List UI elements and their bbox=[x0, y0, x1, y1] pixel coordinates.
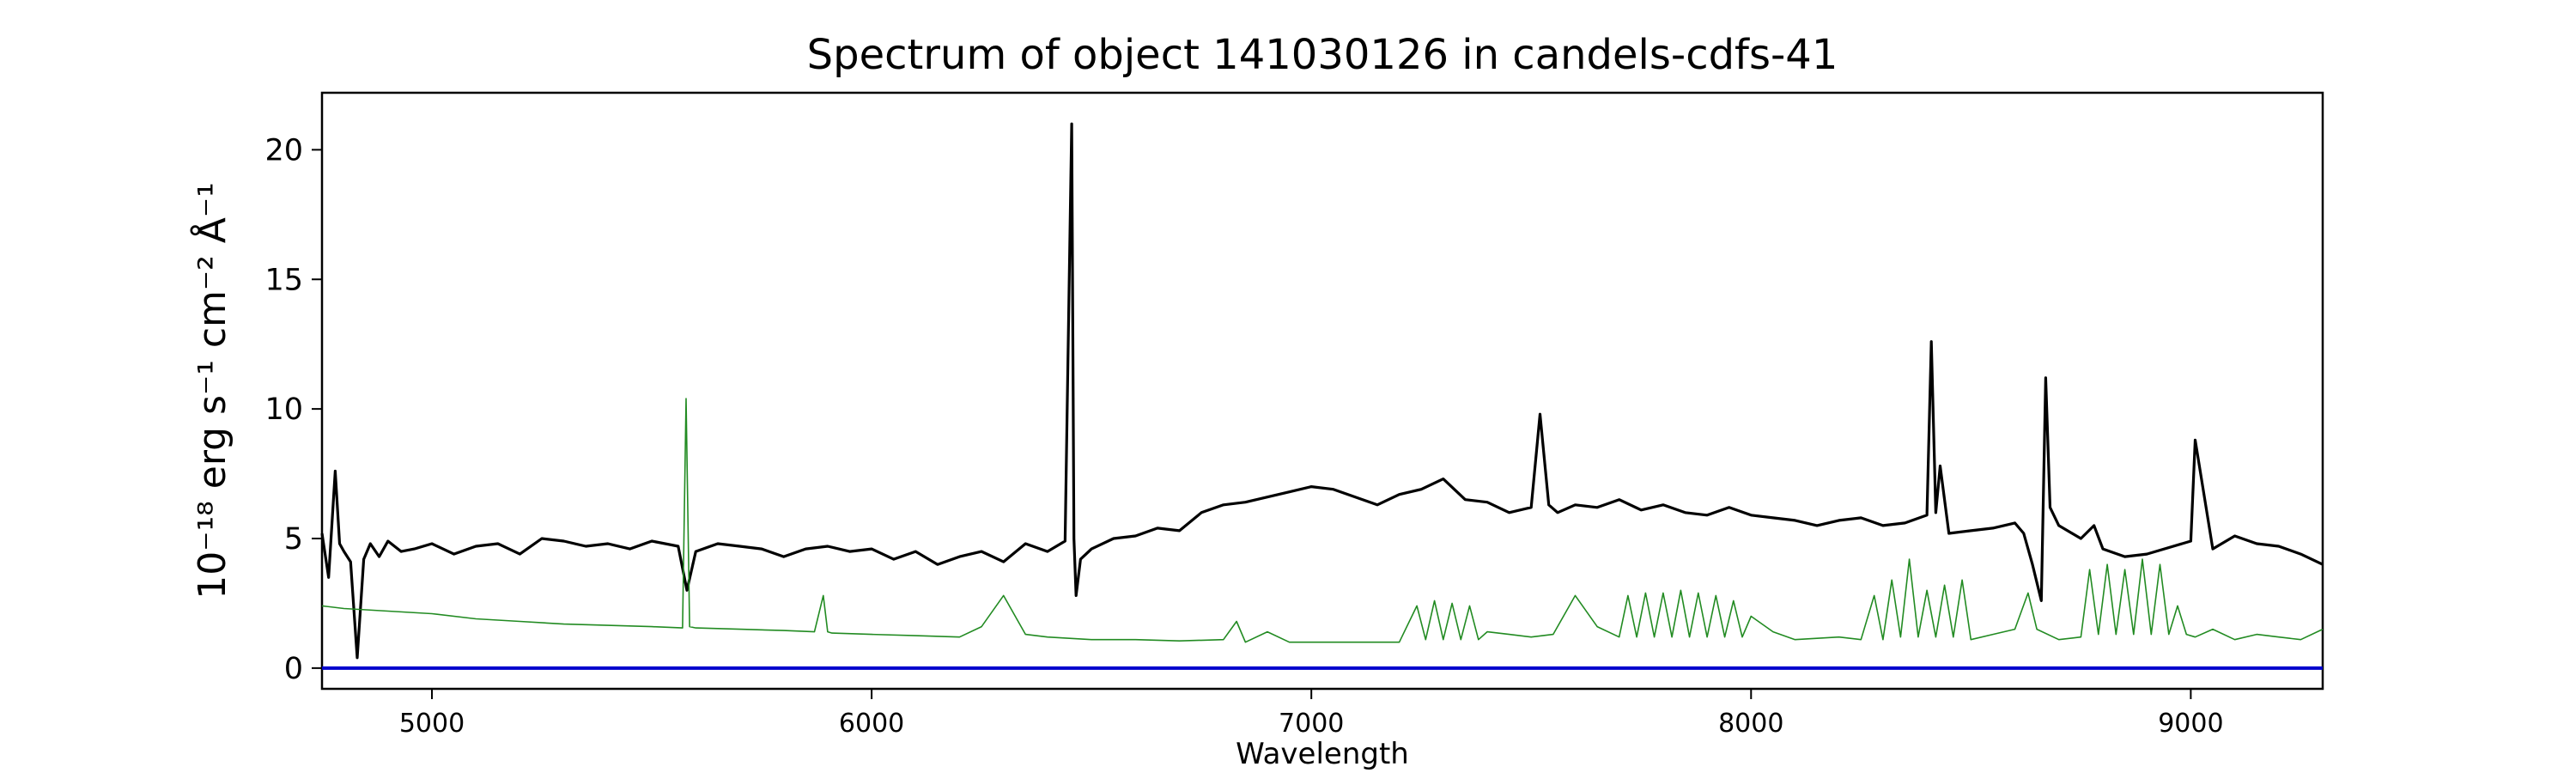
plot-frame bbox=[320, 91, 2324, 691]
sky-noise-line bbox=[321, 398, 2324, 643]
y-axis-label: 10⁻¹⁸ erg s⁻¹ cm⁻² Å⁻¹ bbox=[189, 182, 234, 599]
plot-area bbox=[320, 91, 2324, 691]
x-axis-ticks: 5000 6000 7000 8000 9000 bbox=[399, 689, 2224, 739]
y-tick-label: 5 bbox=[284, 522, 303, 557]
x-tick-label: 8000 bbox=[1718, 709, 1783, 739]
x-tick-label: 5000 bbox=[399, 709, 465, 739]
x-axis-label: Wavelength bbox=[1236, 737, 1409, 771]
y-tick-label: 20 bbox=[264, 133, 303, 167]
y-axis-ticks: 0 5 10 15 20 bbox=[264, 133, 322, 686]
series-layer bbox=[320, 122, 2324, 670]
x-tick-label: 9000 bbox=[2158, 709, 2223, 739]
y-tick-label: 15 bbox=[264, 263, 303, 297]
y-tick-label: 0 bbox=[284, 652, 303, 686]
chart-title: Spectrum of object 141030126 in candels-… bbox=[807, 31, 1838, 79]
x-tick-label: 7000 bbox=[1279, 709, 1344, 739]
x-tick-label: 6000 bbox=[839, 709, 904, 739]
y-tick-label: 10 bbox=[264, 393, 303, 427]
flux-line bbox=[320, 122, 2324, 660]
